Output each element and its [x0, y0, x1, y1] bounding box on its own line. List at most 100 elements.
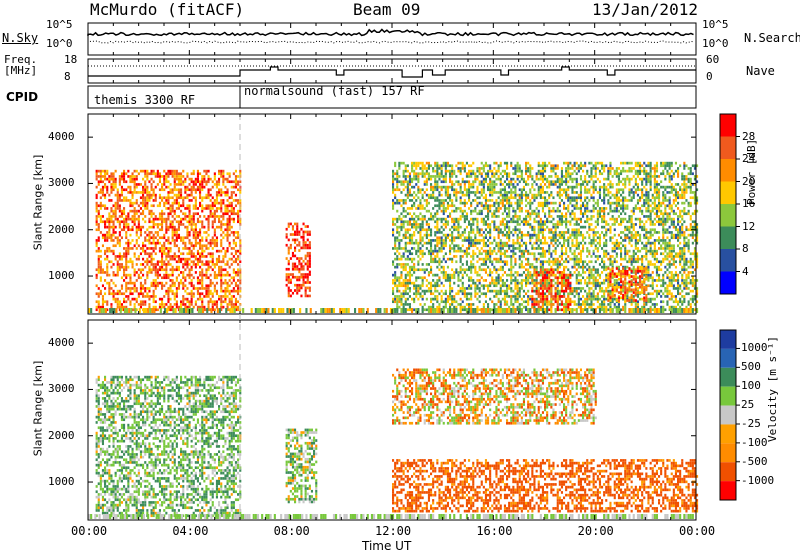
power-cell: [453, 169, 456, 173]
power-cell: [442, 257, 445, 261]
power-cell: [101, 295, 105, 298]
power-cell: [169, 212, 172, 216]
power-cell: [190, 225, 193, 229]
power-cell: [506, 164, 509, 168]
power-cell: [506, 287, 509, 290]
power-cell: [192, 207, 195, 210]
power-cell: [139, 196, 143, 200]
power-cell: [484, 177, 488, 181]
power-cell: [451, 185, 454, 189]
power-cell: [97, 305, 100, 309]
power-cell: [161, 236, 164, 240]
power-cell: [421, 279, 424, 282]
power-cell: [510, 289, 513, 293]
power-cell: [182, 276, 185, 280]
power-cell: [455, 236, 458, 240]
power-cell: [470, 305, 473, 309]
power-cell: [142, 295, 145, 298]
power-cell: [463, 236, 466, 240]
power-cell: [222, 295, 225, 298]
power-cell: [533, 257, 536, 261]
power-cell: [188, 215, 191, 218]
power-cell: [518, 204, 521, 208]
power-cell: [199, 201, 202, 205]
power-cell: [468, 279, 471, 282]
power-cell: [478, 172, 481, 176]
power-cell: [398, 239, 401, 242]
power-cell: [417, 185, 420, 189]
power-cell: [575, 220, 578, 224]
power-cell: [501, 297, 504, 301]
power-cell: [154, 175, 157, 178]
power-cell: [495, 201, 498, 205]
power-cell: [465, 193, 469, 197]
power-cell: [497, 249, 500, 253]
power-cell: [156, 284, 159, 288]
power-cell: [291, 267, 295, 271]
power-cell: [402, 199, 405, 202]
power-cell: [99, 271, 102, 274]
power-cell: [421, 169, 424, 173]
power-cell: [167, 175, 170, 178]
power-cell: [537, 201, 540, 205]
power-cell: [165, 303, 168, 306]
power-cell: [510, 257, 513, 261]
power-cell: [506, 212, 509, 216]
power-cell: [446, 169, 450, 173]
power-cell: [579, 177, 583, 181]
power-cell: [205, 284, 208, 288]
power-cell: [427, 241, 431, 245]
power-cell: [468, 220, 471, 224]
power-cell: [139, 287, 143, 290]
power-cell: [224, 249, 227, 253]
power-cell: [406, 175, 409, 178]
power-cell: [499, 287, 502, 290]
power-cell: [304, 275, 307, 279]
power-cell: [442, 212, 445, 216]
power-cell: [449, 244, 452, 248]
power-cell: [499, 279, 502, 282]
power-cell: [423, 215, 426, 218]
power-cell: [150, 188, 153, 192]
power-cell: [222, 281, 225, 285]
power-cell: [304, 254, 307, 258]
power-cell: [440, 175, 443, 178]
power-cell: [472, 220, 475, 224]
power-cell: [106, 236, 109, 240]
power-cell: [472, 263, 475, 266]
power-cell: [573, 300, 576, 304]
power-cell: [425, 180, 428, 184]
power-cell: [129, 281, 132, 285]
power-cell: [175, 260, 178, 264]
power-cell: [165, 177, 168, 181]
power-cell: [228, 180, 231, 184]
power-cell: [120, 172, 124, 176]
power-cell: [478, 180, 481, 184]
power-cell: [442, 180, 445, 184]
power-cell: [573, 164, 576, 168]
power-cell: [527, 297, 530, 301]
power-cell: [106, 257, 109, 261]
power-cell: [510, 287, 513, 290]
power-cell: [472, 217, 475, 221]
power-cell: [495, 183, 498, 186]
power-cell: [188, 209, 191, 213]
power-cell: [400, 292, 403, 296]
power-cell: [459, 287, 462, 290]
power-cell: [444, 207, 447, 210]
power-cell: [101, 193, 105, 197]
power-cell: [177, 180, 181, 184]
power-cell: [194, 257, 197, 261]
power-cell: [554, 239, 557, 242]
power-cell: [451, 239, 454, 242]
power-cell: [465, 255, 469, 258]
power-cell: [529, 217, 532, 221]
power-cell: [567, 220, 570, 224]
power-cell: [550, 191, 553, 194]
power-cell: [230, 204, 233, 208]
power-cell: [525, 276, 528, 280]
power-cell: [123, 300, 126, 304]
power-cell: [396, 220, 399, 224]
power-cell: [285, 257, 288, 260]
power-cell: [489, 255, 492, 258]
